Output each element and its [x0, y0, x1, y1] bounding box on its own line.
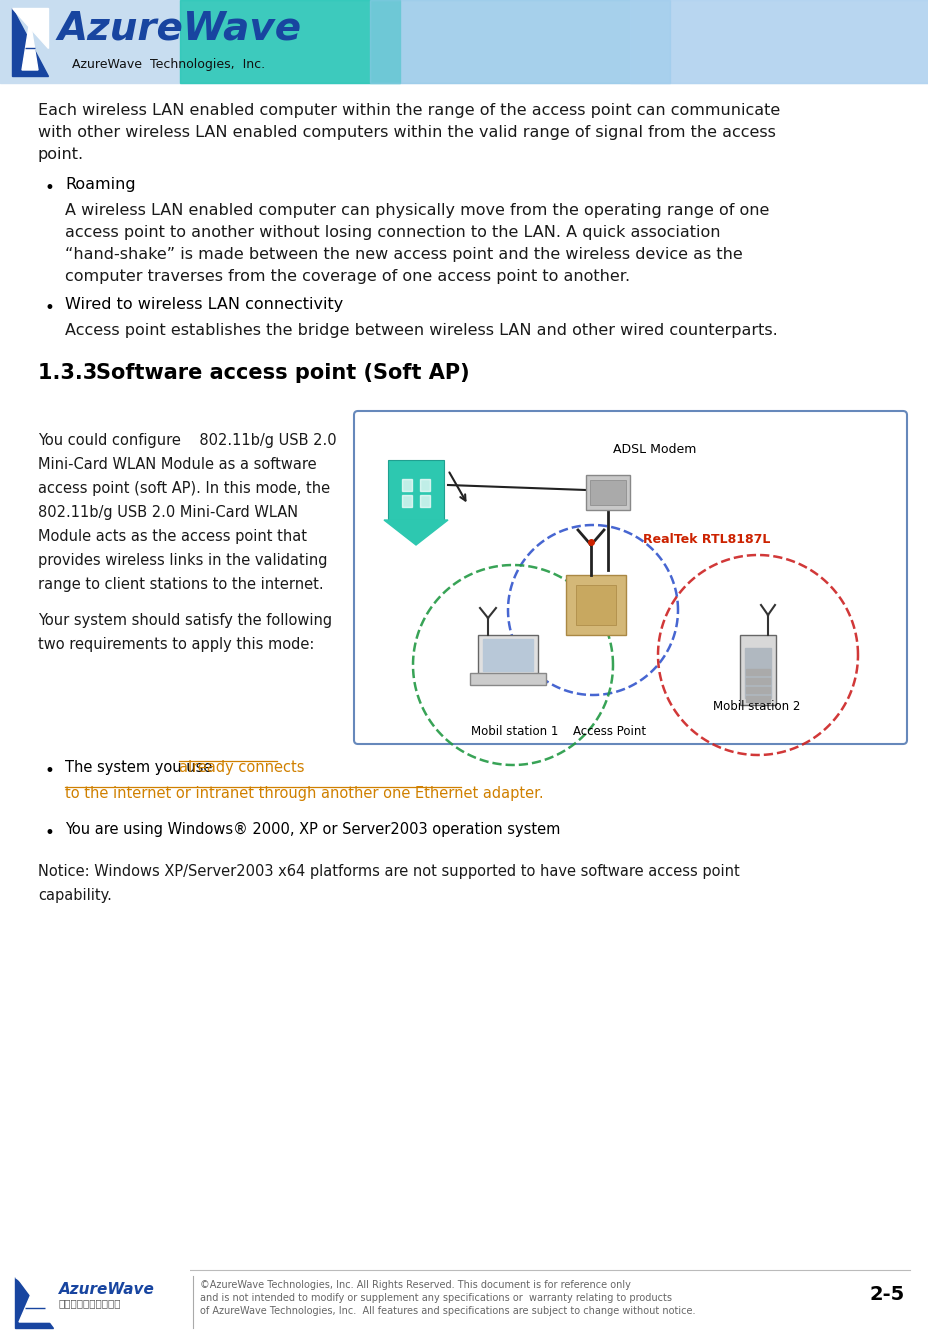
Text: A wireless LAN enabled computer can physically move from the operating range of : A wireless LAN enabled computer can phys… [65, 202, 768, 218]
Text: capability.: capability. [38, 888, 111, 903]
Polygon shape [12, 8, 48, 76]
Text: range to client stations to the internet.: range to client stations to the internet… [38, 577, 323, 591]
Text: ©AzureWave Technologies, Inc. All Rights Reserved. This document is for referenc: ©AzureWave Technologies, Inc. All Rights… [200, 1280, 630, 1289]
Text: two requirements to apply this mode:: two requirements to apply this mode: [38, 637, 314, 651]
Text: Roaming: Roaming [65, 177, 135, 192]
Text: point.: point. [38, 147, 84, 163]
Text: access point (soft AP). In this mode, the: access point (soft AP). In this mode, th… [38, 481, 329, 496]
Text: 802.11b/g USB 2.0 Mini-Card WLAN: 802.11b/g USB 2.0 Mini-Card WLAN [38, 505, 298, 519]
Polygon shape [22, 20, 38, 71]
Text: Software access point (Soft AP): Software access point (Soft AP) [96, 364, 470, 384]
Text: 2-5: 2-5 [869, 1285, 904, 1304]
Text: AzureWave  Technologies,  Inc.: AzureWave Technologies, Inc. [72, 59, 264, 71]
Text: You could configure    802.11b/g USB 2.0: You could configure 802.11b/g USB 2.0 [38, 433, 336, 448]
Bar [575, 585, 615, 625]
Text: Wired to wireless LAN connectivity: Wired to wireless LAN connectivity [65, 297, 342, 312]
Bar [565, 575, 625, 635]
Text: Access point establishes the bridge between wireless LAN and other wired counter: Access point establishes the bridge betw… [65, 322, 777, 338]
Polygon shape [19, 1285, 51, 1321]
Polygon shape [15, 1277, 53, 1303]
Text: •: • [45, 825, 55, 842]
Text: Each wireless LAN enabled computer within the range of the access point can comm: Each wireless LAN enabled computer withi… [38, 103, 780, 119]
Bar [740, 635, 775, 705]
Bar [419, 480, 430, 492]
Bar [0, 0, 928, 83]
Text: •: • [45, 178, 55, 197]
Text: to the internet or intranet through another one Ethernet adapter.: to the internet or intranet through anot… [65, 786, 543, 801]
Text: computer traverses from the coverage of one access point to another.: computer traverses from the coverage of … [65, 269, 629, 284]
Bar [586, 476, 629, 510]
Text: Mini-Card WLAN Module as a software: Mini-Card WLAN Module as a software [38, 457, 316, 472]
Bar [478, 635, 537, 675]
Text: Mobil station 1: Mobil station 1 [470, 725, 558, 738]
Text: provides wireless links in the validating: provides wireless links in the validatin… [38, 553, 328, 567]
Text: of AzureWave Technologies, Inc.  All features and specifications are subject to : of AzureWave Technologies, Inc. All feat… [200, 1305, 695, 1316]
Text: “hand-shake” is made between the new access point and the wireless device as the: “hand-shake” is made between the new acc… [65, 246, 742, 262]
Text: Your system should satisfy the following: Your system should satisfy the following [38, 613, 332, 627]
Text: AzureWave: AzureWave [59, 1281, 155, 1297]
Bar [15, 1265, 190, 1329]
Text: ADSL Modem: ADSL Modem [612, 444, 696, 456]
Bar [629, 0, 928, 83]
Polygon shape [383, 519, 447, 545]
Text: already connects: already connects [179, 761, 304, 775]
Text: The system you use: The system you use [65, 761, 217, 775]
Text: Access Point: Access Point [573, 725, 646, 738]
Text: Mobil station 2: Mobil station 2 [712, 701, 800, 713]
Text: access point to another without losing connection to the LAN. A quick associatio: access point to another without losing c… [65, 225, 720, 240]
FancyBboxPatch shape [354, 412, 906, 745]
Bar [744, 647, 770, 698]
Bar [369, 0, 669, 83]
Bar [745, 687, 769, 693]
Text: •: • [45, 762, 55, 781]
Text: You are using Windows® 2000, XP or Server2003 operation system: You are using Windows® 2000, XP or Serve… [65, 822, 560, 836]
Text: AzureWave: AzureWave [58, 11, 302, 48]
Text: with other wireless LAN enabled computers within the valid range of signal from : with other wireless LAN enabled computer… [38, 125, 775, 140]
Bar [402, 480, 411, 492]
Text: RealTek RTL8187L: RealTek RTL8187L [642, 533, 769, 546]
Text: Module acts as the access point that: Module acts as the access point that [38, 529, 306, 543]
Text: •: • [45, 298, 55, 317]
Bar [419, 496, 430, 507]
Bar [483, 639, 533, 671]
Text: 海華科技股份有限公司: 海華科技股份有限公司 [59, 1297, 122, 1308]
Bar [589, 480, 625, 505]
Bar [745, 669, 769, 675]
Polygon shape [15, 1277, 53, 1328]
Polygon shape [12, 8, 48, 48]
Bar [745, 697, 769, 702]
Bar [745, 678, 769, 685]
Bar [402, 496, 411, 507]
Bar [180, 0, 400, 83]
Text: 1.3.3: 1.3.3 [38, 364, 111, 384]
Text: and is not intended to modify or supplement any specifications or  warranty rela: and is not intended to modify or supplem… [200, 1293, 671, 1303]
Bar [470, 673, 546, 685]
Text: Notice: Windows XP/Server2003 x64 platforms are not supported to have software a: Notice: Windows XP/Server2003 x64 platfo… [38, 864, 739, 879]
Bar [388, 460, 444, 519]
